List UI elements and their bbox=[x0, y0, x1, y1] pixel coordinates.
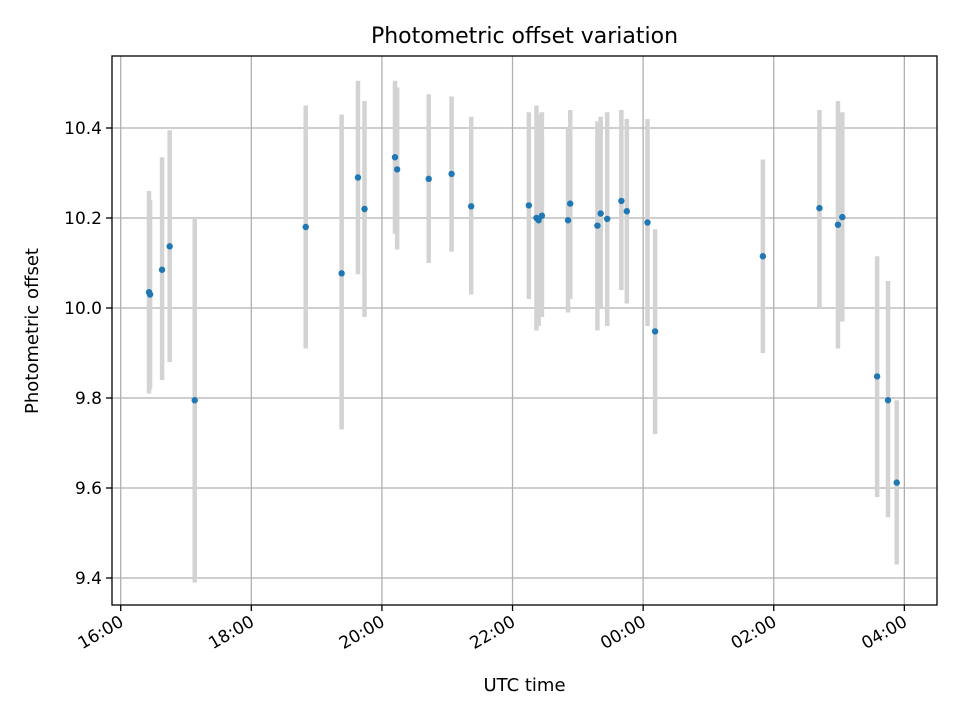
y-tick-label: 10.4 bbox=[64, 119, 102, 139]
data-point bbox=[594, 222, 601, 229]
data-point bbox=[564, 217, 572, 224]
data-point bbox=[759, 253, 767, 260]
data-point bbox=[467, 203, 475, 210]
data-point bbox=[538, 212, 546, 219]
y-tick-label: 9.4 bbox=[75, 569, 102, 589]
y-tick-label: 10.2 bbox=[64, 209, 102, 229]
data-point bbox=[158, 266, 166, 273]
data-point bbox=[391, 154, 399, 161]
data-point bbox=[525, 202, 533, 209]
data-point bbox=[567, 200, 574, 207]
grid bbox=[112, 56, 937, 605]
data-point bbox=[893, 479, 900, 486]
data-point bbox=[834, 221, 842, 228]
data-point bbox=[597, 210, 604, 217]
data-point bbox=[816, 204, 823, 212]
data-points bbox=[145, 154, 900, 486]
data-point bbox=[448, 170, 455, 178]
data-point bbox=[535, 217, 542, 224]
data-point bbox=[302, 223, 309, 231]
data-point bbox=[393, 166, 401, 173]
data-point bbox=[884, 397, 892, 404]
data-point bbox=[618, 197, 625, 205]
y-tick-label: 10.0 bbox=[64, 299, 102, 319]
data-point bbox=[623, 208, 631, 215]
x-axis-label: UTC time bbox=[483, 675, 565, 696]
data-point bbox=[166, 243, 173, 250]
data-point bbox=[604, 215, 611, 223]
chart-title: Photometric offset variation bbox=[371, 24, 678, 49]
y-axis-label: Photometric offset bbox=[22, 248, 43, 414]
data-point bbox=[873, 373, 881, 380]
data-point bbox=[839, 213, 846, 221]
plot-area-frame bbox=[111, 55, 938, 606]
data-point bbox=[361, 205, 368, 213]
y-axis-ticks: 9.4 9.6 9.8 10.0 10.2 10.4 bbox=[64, 119, 112, 589]
data-point bbox=[651, 328, 659, 335]
data-point bbox=[191, 397, 198, 404]
data-point bbox=[354, 174, 362, 181]
y-tick-label: 9.8 bbox=[75, 389, 102, 409]
y-tick-label: 9.6 bbox=[75, 479, 102, 499]
data-point bbox=[644, 219, 651, 226]
data-point bbox=[425, 175, 432, 183]
data-point bbox=[146, 291, 154, 298]
data-point bbox=[338, 270, 345, 277]
